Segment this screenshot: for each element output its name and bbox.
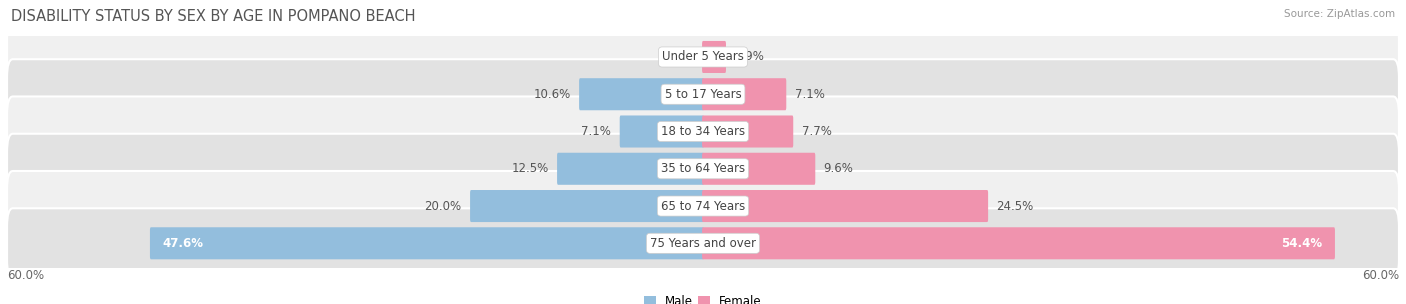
- Text: 47.6%: 47.6%: [163, 237, 204, 250]
- Text: 7.1%: 7.1%: [582, 125, 612, 138]
- FancyBboxPatch shape: [702, 227, 1334, 259]
- FancyBboxPatch shape: [702, 78, 786, 110]
- Text: 60.0%: 60.0%: [7, 269, 44, 282]
- Text: 35 to 64 Years: 35 to 64 Years: [661, 162, 745, 175]
- FancyBboxPatch shape: [7, 208, 1399, 278]
- FancyBboxPatch shape: [7, 171, 1399, 241]
- Text: 65 to 74 Years: 65 to 74 Years: [661, 199, 745, 212]
- Text: Source: ZipAtlas.com: Source: ZipAtlas.com: [1284, 9, 1395, 19]
- Text: 60.0%: 60.0%: [1362, 269, 1399, 282]
- Text: 5 to 17 Years: 5 to 17 Years: [665, 88, 741, 101]
- FancyBboxPatch shape: [620, 116, 704, 147]
- FancyBboxPatch shape: [702, 116, 793, 147]
- FancyBboxPatch shape: [702, 190, 988, 222]
- FancyBboxPatch shape: [7, 22, 1399, 92]
- Text: 12.5%: 12.5%: [512, 162, 548, 175]
- Text: 20.0%: 20.0%: [425, 199, 461, 212]
- FancyBboxPatch shape: [702, 153, 815, 185]
- Text: 10.6%: 10.6%: [533, 88, 571, 101]
- Text: 9.6%: 9.6%: [824, 162, 853, 175]
- FancyBboxPatch shape: [7, 134, 1399, 204]
- FancyBboxPatch shape: [7, 59, 1399, 129]
- Text: 24.5%: 24.5%: [997, 199, 1033, 212]
- FancyBboxPatch shape: [150, 227, 704, 259]
- FancyBboxPatch shape: [470, 190, 704, 222]
- FancyBboxPatch shape: [557, 153, 704, 185]
- Text: 18 to 34 Years: 18 to 34 Years: [661, 125, 745, 138]
- Text: 7.1%: 7.1%: [794, 88, 824, 101]
- Text: Under 5 Years: Under 5 Years: [662, 50, 744, 64]
- Text: 7.7%: 7.7%: [801, 125, 831, 138]
- Text: DISABILITY STATUS BY SEX BY AGE IN POMPANO BEACH: DISABILITY STATUS BY SEX BY AGE IN POMPA…: [11, 9, 416, 24]
- Legend: Male, Female: Male, Female: [640, 290, 766, 304]
- Text: 0.0%: 0.0%: [669, 50, 700, 64]
- FancyBboxPatch shape: [7, 96, 1399, 167]
- Text: 75 Years and over: 75 Years and over: [650, 237, 756, 250]
- FancyBboxPatch shape: [579, 78, 704, 110]
- Text: 1.9%: 1.9%: [734, 50, 765, 64]
- Text: 54.4%: 54.4%: [1281, 237, 1323, 250]
- FancyBboxPatch shape: [702, 41, 725, 73]
